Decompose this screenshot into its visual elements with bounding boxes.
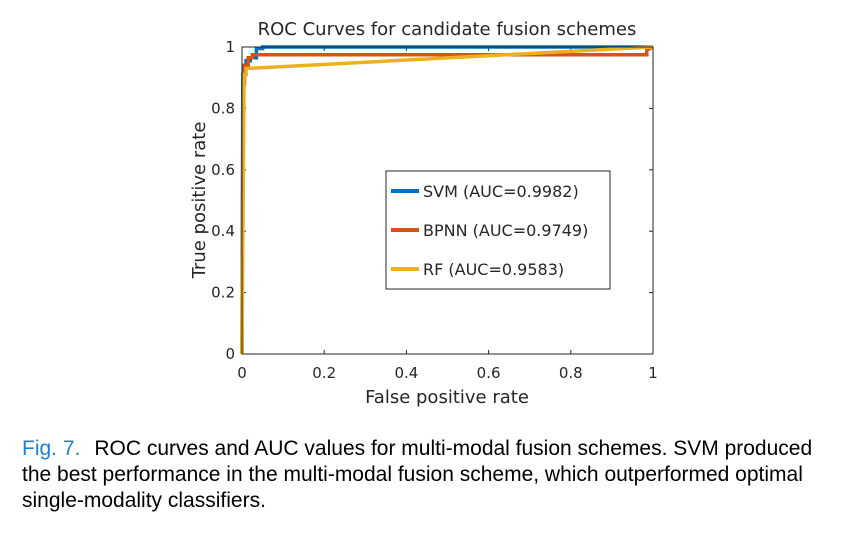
x-tick-label: 0.8	[559, 364, 583, 382]
legend: SVM (AUC=0.9982) BPNN (AUC=0.9749) RF (AUC…	[385, 170, 611, 290]
legend-label-0: SVM (AUC=0.9982)	[423, 182, 579, 201]
plot-frame	[241, 46, 654, 355]
x-tick-label: 0.6	[477, 364, 501, 382]
figure-caption: Fig. 7. ROC curves and AUC values for mul…	[22, 436, 832, 514]
figure-label: Fig. 7.	[22, 437, 81, 460]
y-tick-label: 0.8	[211, 99, 235, 117]
x-tick-label: 1	[648, 364, 658, 382]
y-tick-label: 0	[225, 345, 235, 363]
legend-label-2: RF (AUC=0.9583)	[423, 260, 564, 279]
y-tick-label: 1	[225, 38, 235, 56]
x-tick-label: 0.4	[394, 364, 418, 382]
y-axis-label: True positive rate	[189, 122, 210, 280]
roc-chart: ROC Curves for candidate fusion schemes …	[189, 19, 658, 408]
series-lines	[240, 45, 654, 355]
caption-text: ROC curves and AUC values for multi-moda…	[22, 437, 813, 512]
chart-title: ROC Curves for candidate fusion schemes	[258, 19, 637, 40]
legend-box	[385, 170, 611, 290]
y-tick-label: 0.2	[211, 284, 235, 302]
y-tick-label: 0.6	[211, 161, 235, 179]
x-tick-label: 0	[237, 364, 247, 382]
x-tick-label: 0.2	[312, 364, 336, 382]
x-axis-label: False positive rate	[365, 387, 529, 408]
y-tick-label: 0.4	[211, 222, 235, 240]
legend-label-1: BPNN (AUC=0.9749)	[423, 221, 588, 240]
series-line-2	[240, 45, 654, 355]
